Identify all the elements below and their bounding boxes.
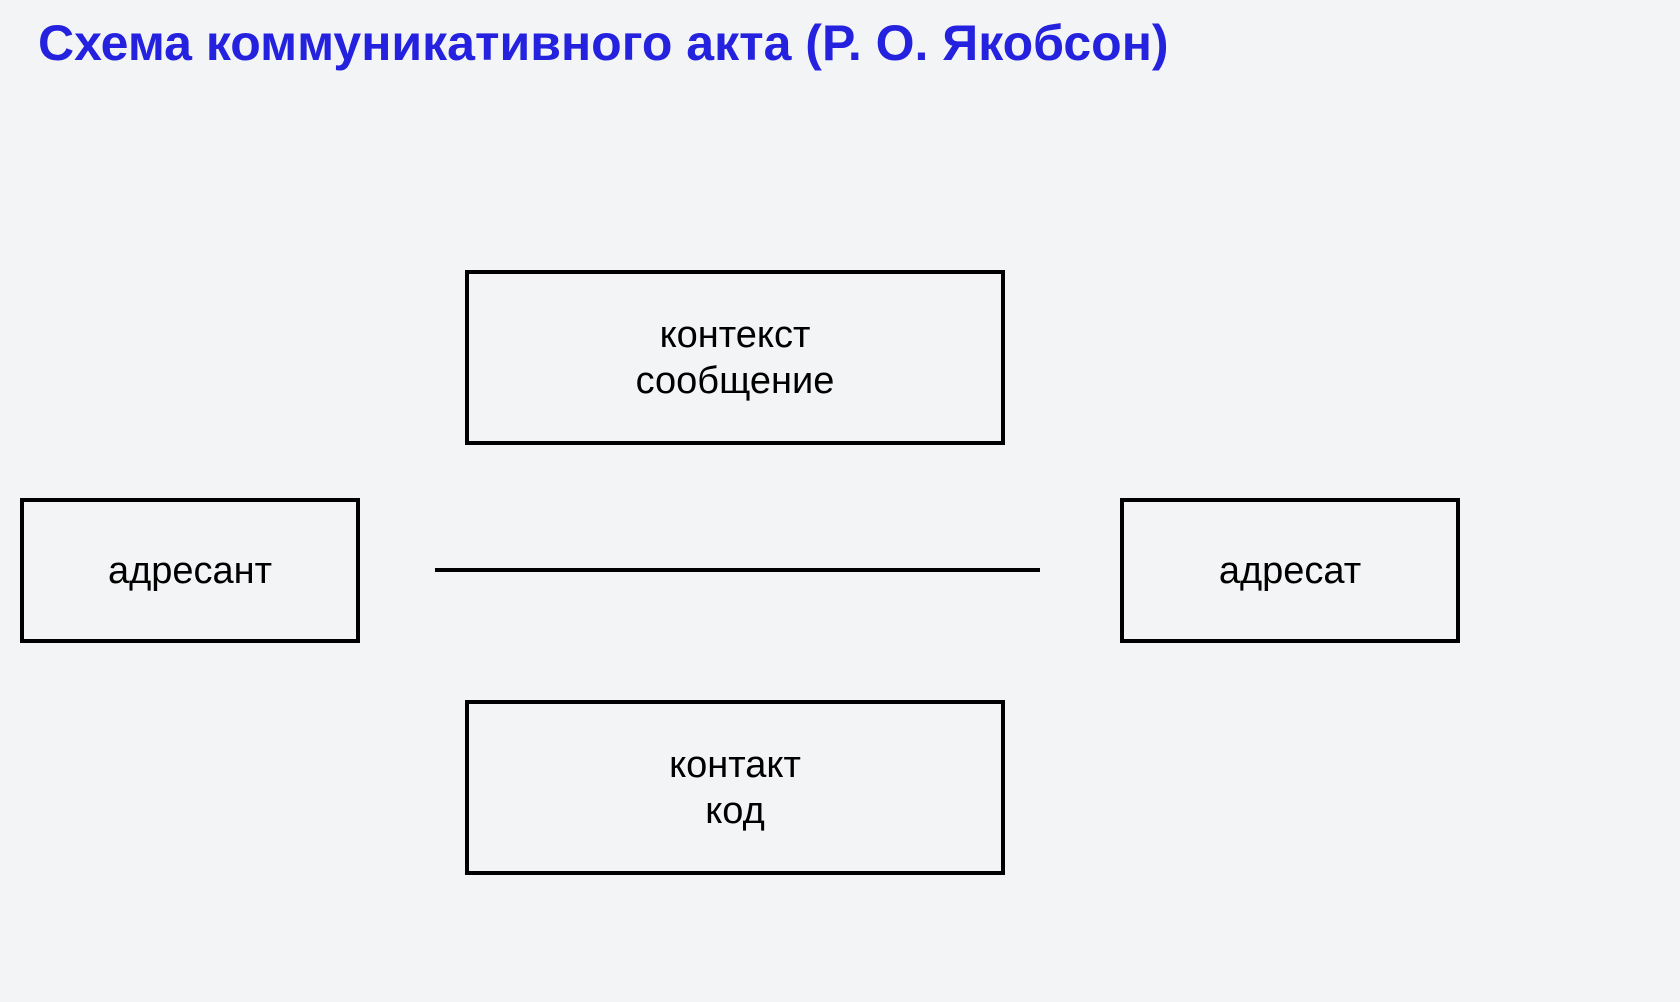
diagram-box-bottom-line1: контакт xyxy=(669,742,801,788)
diagram-box-top-line1: контекст xyxy=(660,312,811,358)
diagram-box-top: контекст сообщение xyxy=(465,270,1005,445)
diagram-connector xyxy=(435,568,1040,572)
diagram-box-bottom: контакт код xyxy=(465,700,1005,875)
diagram-box-right-line1: адресат xyxy=(1219,548,1361,594)
diagram-box-left: адресант xyxy=(20,498,360,643)
diagram-box-right: адресат xyxy=(1120,498,1460,643)
page-title: Схема коммуникативного акта (Р. О. Якобс… xyxy=(38,14,1169,72)
page-root: Схема коммуникативного акта (Р. О. Якобс… xyxy=(0,0,1680,1002)
diagram-box-bottom-line2: код xyxy=(705,788,765,834)
diagram-box-top-line2: сообщение xyxy=(636,358,835,404)
diagram-box-left-line1: адресант xyxy=(108,548,272,594)
